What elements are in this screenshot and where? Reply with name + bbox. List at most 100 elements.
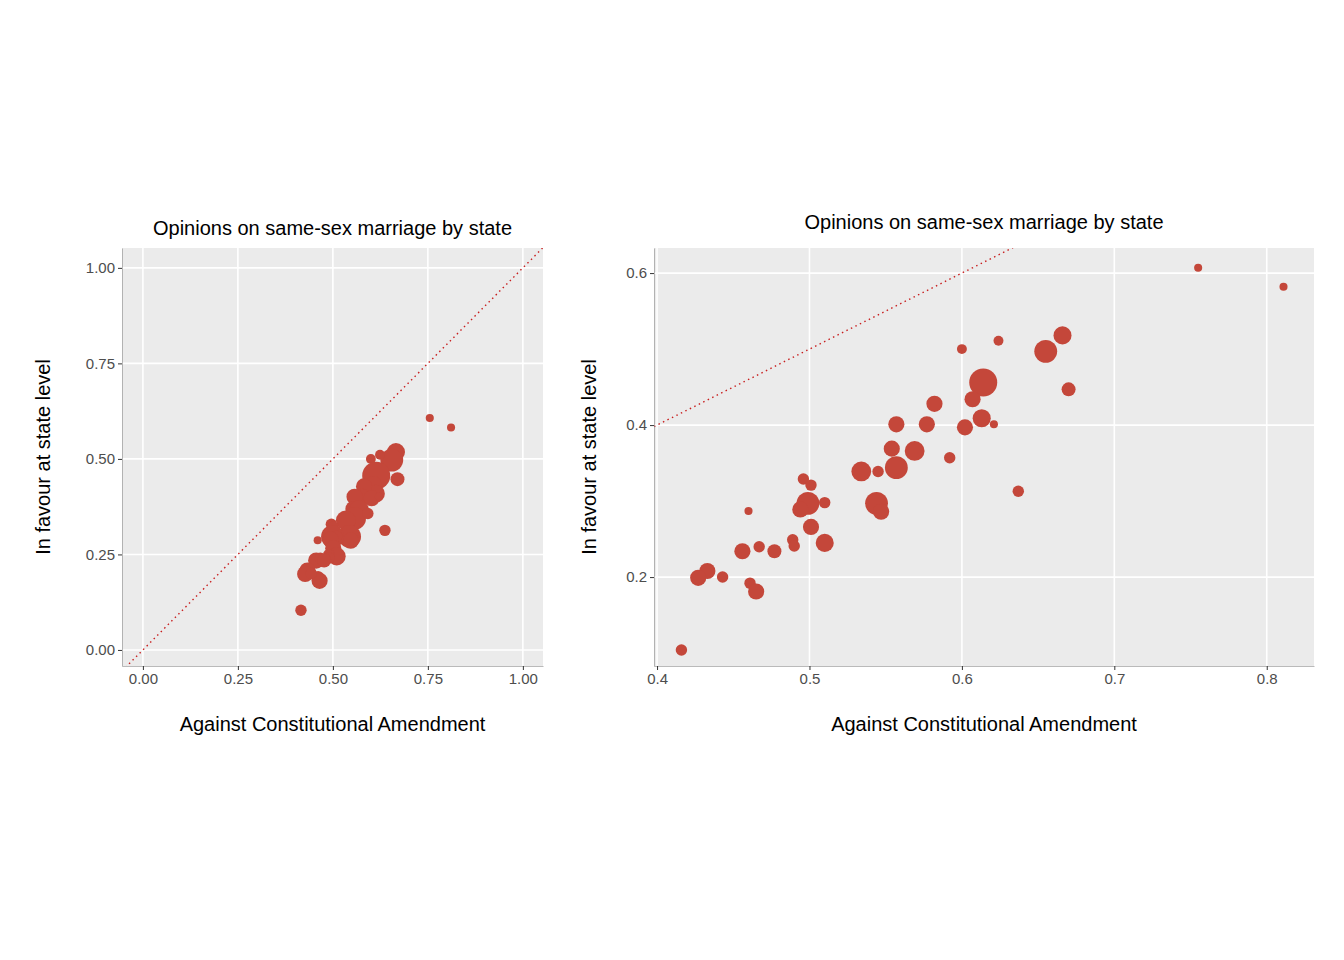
point [926, 396, 942, 412]
tick-label: 0.75 [86, 355, 115, 372]
tick: 1.00 [86, 259, 122, 276]
grid-line-x [237, 248, 239, 666]
point [873, 504, 889, 520]
tick: 0.25 [86, 546, 122, 563]
point [343, 533, 359, 549]
grid-line-x [332, 248, 334, 666]
tick-mark [118, 554, 122, 555]
tick-mark [650, 425, 654, 426]
point [1194, 264, 1202, 272]
plot-background [654, 248, 1314, 666]
point [885, 456, 908, 479]
tick-label: 0.6 [626, 264, 647, 281]
point [851, 462, 871, 482]
point [805, 479, 816, 490]
y-axis-title: In favour at state level [578, 359, 600, 555]
tick-label: 0.6 [952, 670, 973, 687]
point [819, 497, 830, 508]
tick-mark [118, 268, 122, 269]
marks [122, 248, 543, 666]
chart-title: Opinions on same-sex marriage by state [153, 217, 512, 239]
point [905, 441, 925, 461]
point [973, 409, 991, 427]
tick-label: 0.7 [1104, 670, 1125, 687]
point [884, 441, 900, 457]
axis-line [122, 249, 123, 667]
tick-mark [118, 650, 122, 651]
point [379, 525, 390, 536]
tick: 0.7 [1104, 666, 1125, 687]
point [872, 466, 883, 477]
tick: 0.4 [626, 416, 654, 433]
tick-label: 1.00 [86, 259, 115, 276]
x-axis: 0.4 0.5 0.6 0.7 0.8 [647, 666, 1314, 687]
point [1013, 485, 1024, 496]
grid-line-y [122, 267, 543, 269]
tick: 0.25 [224, 666, 253, 687]
grid-line-x [427, 248, 429, 666]
tick: 0.75 [86, 355, 122, 372]
grid-line-y [122, 363, 543, 365]
point [295, 605, 306, 616]
point [447, 424, 455, 432]
tick-label: 0.5 [800, 670, 821, 687]
tick-label: 0.50 [319, 670, 348, 687]
point [426, 414, 434, 422]
point [734, 543, 750, 559]
grid-line-x [656, 248, 658, 666]
grid-line-y [122, 458, 543, 460]
panel: 0.40.50.60.70.80.20.40.6 [626, 98, 1314, 687]
point [744, 507, 752, 515]
reference-line [654, 248, 1314, 427]
point [964, 391, 980, 407]
tick-label: 1.00 [509, 670, 538, 687]
chart-title: Opinions on same-sex marriage by state [804, 211, 1163, 233]
grid-line-y [654, 272, 1314, 274]
tick-label: 0.00 [86, 641, 115, 658]
grid-line-x [142, 248, 144, 666]
tick-label: 0.00 [129, 670, 158, 687]
tick-label: 0.8 [1257, 670, 1278, 687]
point [888, 416, 904, 432]
point [994, 336, 1004, 346]
axis-line [654, 249, 655, 667]
tick-label: 0.4 [626, 416, 647, 433]
chart-canvas: 0.000.250.500.751.000.000.250.500.751.00… [0, 0, 1344, 960]
grid-line-x [1114, 248, 1116, 666]
point [690, 570, 706, 586]
tick: 1.00 [509, 666, 538, 687]
panel: 0.000.250.500.751.000.000.250.500.751.00 [86, 248, 544, 687]
tick: 0.50 [319, 666, 348, 687]
point [676, 644, 687, 655]
point [375, 450, 385, 460]
grid [654, 248, 1314, 666]
tick-label: 0.25 [224, 670, 253, 687]
tick-label: 0.25 [86, 546, 115, 563]
grid-line-x [809, 248, 811, 666]
y-axis: 0.00 0.25 0.50 0.75 1.00 [86, 249, 123, 667]
point [314, 536, 322, 544]
y-axis-title: In favour at state level [32, 359, 54, 555]
point [753, 541, 764, 552]
marks [654, 248, 1314, 656]
point [816, 534, 834, 552]
grid-line-x [961, 248, 963, 666]
grid-line-x [1266, 248, 1268, 666]
tick-mark [650, 577, 654, 578]
x-axis: 0.000.250.500.751.00 [123, 666, 544, 687]
plot-background [122, 248, 543, 666]
point [803, 519, 819, 535]
point [306, 568, 317, 579]
tick: 0.6 [952, 666, 973, 687]
tick: 0.6 [626, 264, 654, 281]
tick-mark [650, 273, 654, 274]
axis-line [655, 666, 1315, 667]
grid-line-y [654, 576, 1314, 578]
tick: 0.4 [647, 666, 668, 687]
tick: 0.50 [86, 450, 122, 467]
point [957, 419, 973, 435]
x-axis-title: Against Constitutional Amendment [180, 713, 486, 735]
tick: 0.5 [800, 666, 821, 687]
point [919, 416, 935, 432]
point [375, 493, 383, 501]
